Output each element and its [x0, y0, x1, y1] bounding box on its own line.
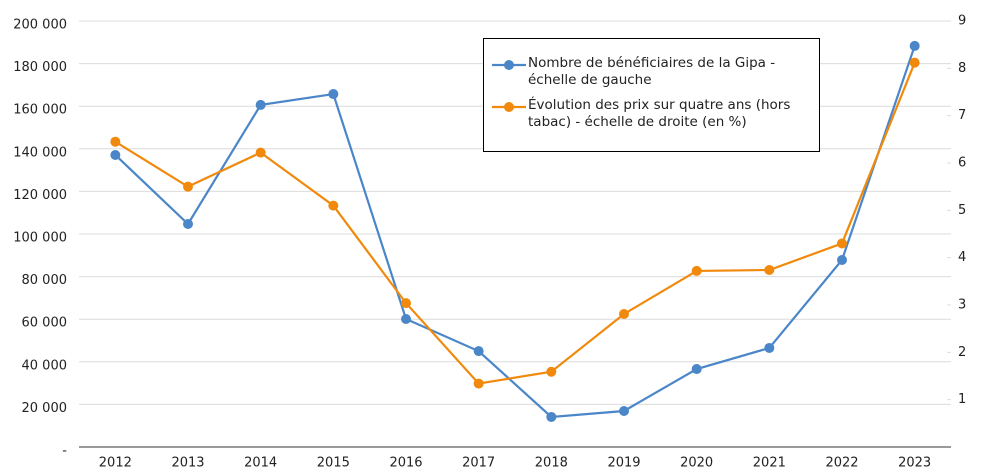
x-tick-label: 2015 [317, 456, 350, 471]
x-tick-label: 2012 [99, 456, 132, 471]
legend-marker [504, 102, 514, 112]
data-point [691, 265, 702, 276]
data-point [837, 254, 847, 265]
data-point [619, 406, 629, 417]
data-point [764, 264, 775, 275]
legend-label: Nombre de bénéficiaires de la Gipa - éch… [528, 55, 776, 88]
data-point [255, 147, 266, 158]
y-tick-label: 60 000 [22, 316, 68, 331]
legend-entry: Nombre de bénéficiaires de la Gipa - éch… [492, 55, 817, 89]
y2-tick-label: 4 [958, 250, 966, 265]
y-tick-label: 120 000 [13, 188, 67, 203]
y-tick-label: 40 000 [22, 358, 68, 373]
x-tick-label: 2022 [825, 456, 858, 471]
y-tick-label: 200 000 [13, 18, 67, 33]
y2-tick-label: 1 [958, 392, 966, 407]
y-tick-label: 20 000 [22, 401, 68, 416]
x-tick-label: 2014 [244, 456, 277, 471]
data-point [909, 57, 920, 68]
data-point [909, 40, 920, 51]
data-point [473, 346, 484, 357]
data-point [473, 378, 484, 389]
data-point [183, 181, 193, 192]
data-point [401, 313, 411, 324]
y2-tick-label: 2 [958, 345, 966, 360]
y-tick-label: 160 000 [13, 103, 67, 118]
data-point [110, 149, 121, 160]
y2-tick-label: 8 [958, 61, 966, 76]
legend: Nombre de bénéficiaires de la Gipa - éch… [483, 38, 820, 152]
legend-marker [504, 60, 514, 70]
series-line [114, 45, 916, 419]
legend-key [492, 102, 526, 112]
data-point [546, 411, 557, 422]
data-point [764, 342, 775, 353]
x-tick-label: 2018 [535, 456, 568, 471]
x-tick-label: 2019 [607, 456, 640, 471]
legend-label: Évolution des prix sur quatre ans (hors … [528, 97, 791, 130]
series-line [114, 62, 916, 385]
data-point [328, 89, 339, 100]
data-point [401, 298, 411, 309]
y2-tick-label: 5 [958, 203, 966, 218]
x-tick-label: 2023 [898, 456, 931, 471]
data-point [328, 200, 339, 211]
data-point [255, 99, 266, 110]
x-tick-label: 2016 [389, 456, 422, 471]
y2-tick-label: 7 [958, 108, 966, 123]
data-point [691, 364, 702, 375]
legend-entry: Évolution des prix sur quatre ans (hors … [492, 97, 817, 131]
y-tick-label: 140 000 [13, 145, 67, 160]
x-tick-label: 2013 [171, 456, 204, 471]
x-tick-label: 2020 [680, 456, 713, 471]
data-point [837, 238, 847, 249]
x-tick-label: 2017 [462, 456, 495, 471]
y2-tick-label: 3 [958, 298, 966, 313]
data-point [110, 136, 121, 147]
legend-key [492, 60, 526, 70]
data-point [183, 218, 193, 229]
y2-tick-label: 9 [958, 14, 966, 29]
y-tick-label: 80 000 [22, 273, 68, 288]
data-point [619, 308, 629, 319]
y-tick-label: 100 000 [13, 231, 67, 246]
y2-tick-label: 6 [958, 156, 966, 171]
data-point [546, 366, 557, 377]
y-tick-label: - [62, 444, 67, 459]
x-tick-label: 2021 [753, 456, 786, 471]
y-tick-label: 180 000 [13, 60, 67, 75]
